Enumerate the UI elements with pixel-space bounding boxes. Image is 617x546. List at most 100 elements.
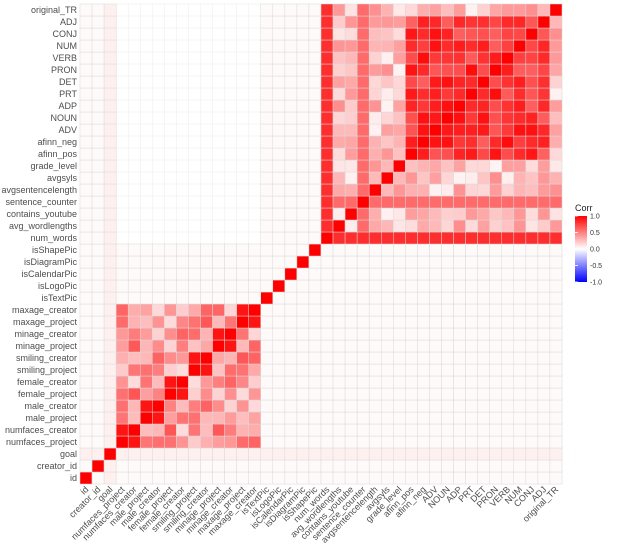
heatmap-cell [127,423,141,437]
heatmap-cell [140,327,153,341]
heatmap-cell [296,303,310,317]
heatmap-cell [368,423,382,437]
heatmap-cell [356,27,370,41]
heatmap-cell [127,243,141,257]
heatmap-cell [477,231,490,245]
heatmap-cell [320,87,334,101]
heatmap-cell [441,363,454,377]
heatmap-cell [332,39,346,53]
heatmap-cell [477,315,490,329]
heatmap-cell [393,327,406,341]
heatmap-cell [332,75,346,89]
heatmap-cell [393,243,406,257]
heatmap-cell [368,147,382,161]
heatmap-cell [513,375,527,389]
heatmap-cell [127,303,141,317]
heatmap-cell [453,87,466,101]
heatmap-cell [344,387,358,401]
heatmap-cell [525,387,539,401]
heatmap-cell [417,63,430,77]
heatmap-cell [115,387,129,401]
heatmap-cell [272,435,286,449]
heatmap-cell [501,87,515,101]
heatmap-cell [549,195,563,209]
heatmap-cell [284,411,298,425]
heatmap-cell [79,27,93,41]
heatmap-cell [356,447,370,461]
heatmap-cell [320,231,334,245]
heatmap-cell [441,171,454,185]
heatmap-cell [513,447,527,461]
heatmap-cell [381,255,394,269]
heatmap-cell [284,159,298,173]
heatmap-cell [103,39,117,53]
heatmap-cell [103,339,117,353]
heatmap-cell [344,27,358,41]
heatmap-cell [393,51,406,65]
heatmap-cell [272,111,286,125]
heatmap-cell [501,267,515,281]
heatmap-cell [260,471,274,485]
heatmap-cell [127,351,141,365]
heatmap-cell [393,135,406,149]
heatmap-cell [91,291,105,305]
heatmap-cell [477,123,490,137]
heatmap-cell [296,219,310,233]
heatmap-cell [368,135,382,149]
heatmap-cell [79,459,93,473]
heatmap-cell [489,291,503,305]
heatmap-cell [272,267,286,281]
heatmap-cell [308,111,322,125]
heatmap-cell [417,303,430,317]
heatmap-cell [296,279,310,293]
heatmap-cell [236,411,249,425]
heatmap-cell [393,63,406,77]
heatmap-cell [489,111,503,125]
heatmap-cell [91,195,105,209]
heatmap-cell [200,279,213,293]
heatmap-cell [501,399,515,413]
heatmap-cell [260,447,274,461]
heatmap-cell [429,387,442,401]
heatmap-cell [356,315,370,329]
heatmap-cell [103,375,117,389]
heatmap-cell [441,387,454,401]
heatmap-cell [356,411,370,425]
heatmap-cell [453,255,466,269]
heatmap-cell [260,207,274,221]
heatmap-cell [176,339,189,353]
heatmap-cell [284,435,298,449]
heatmap-cell [393,3,406,17]
heatmap-cell [103,255,117,269]
heatmap-cell [381,315,394,329]
heatmap-cell [356,195,370,209]
heatmap-cell [513,111,527,125]
heatmap-cell [236,459,249,473]
heatmap-cell [405,279,418,293]
heatmap-cell [393,171,406,185]
heatmap-cell [140,315,153,329]
heatmap-cell [417,147,430,161]
heatmap-cell [332,183,346,197]
heatmap-cell [477,387,490,401]
heatmap-cell [477,3,490,17]
legend-tick-label: -1.0 [590,280,602,287]
heatmap-cell [429,243,442,257]
heatmap-cell [320,411,334,425]
heatmap-cell [320,3,334,17]
heatmap-cell [103,267,117,281]
y-tick-label: female_project [18,389,78,399]
heatmap-cell [91,207,105,221]
heatmap-cell [381,471,394,485]
heatmap-cell [103,147,117,161]
heatmap-cell [381,291,394,305]
heatmap-cell [501,39,515,53]
heatmap-cell [393,159,406,173]
heatmap-cell [272,87,286,101]
heatmap-cell [79,303,93,317]
heatmap-cell [549,75,563,89]
heatmap-cell [284,27,298,41]
heatmap-cell [224,411,237,425]
heatmap-cell [356,279,370,293]
heatmap-cell [115,435,129,449]
